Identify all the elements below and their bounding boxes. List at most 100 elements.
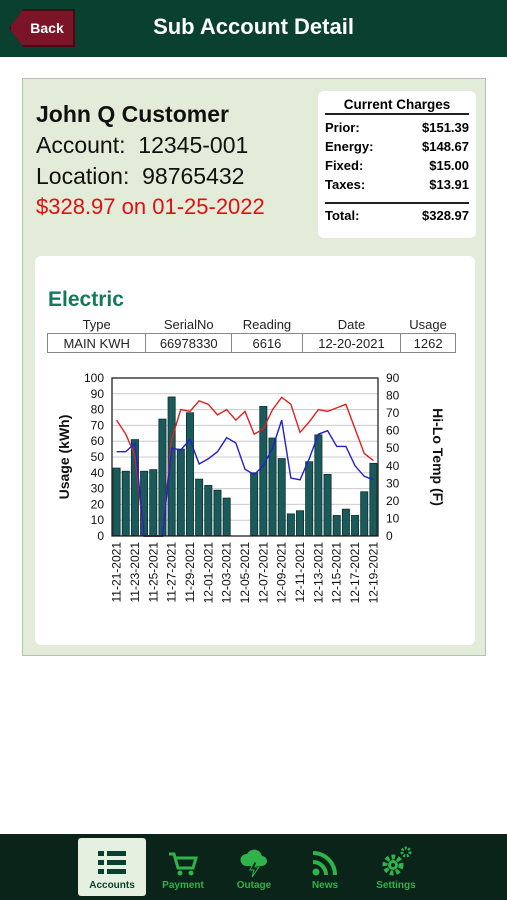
- rss-icon: [312, 851, 337, 876]
- x-tick-label: 11-25-2021: [146, 542, 160, 603]
- y-tick-label: 70: [91, 418, 105, 432]
- account-label: Account:: [36, 132, 126, 158]
- amount-due: $328.97 on 01-25-2022: [36, 194, 265, 219]
- x-tick-label: 11-29-2021: [183, 542, 197, 603]
- usage-bar: [259, 406, 268, 537]
- y2-tick-label: 20: [386, 494, 400, 508]
- usage-bar: [286, 513, 295, 537]
- usage-bar: [341, 508, 350, 537]
- table-row[interactable]: MAIN KWH 66978330 6616 12-20-2021 1262: [46, 333, 456, 353]
- usage-bar: [185, 412, 194, 537]
- list-icon: [98, 851, 126, 874]
- top-bar: Back Sub Account Detail: [0, 0, 507, 57]
- bottom-nav: Accounts Payment Outage News Settings: [0, 834, 507, 900]
- nav-payment[interactable]: Payment: [149, 838, 217, 896]
- charge-label: Prior:: [325, 120, 360, 135]
- cart-icon: [169, 852, 199, 876]
- col-header: Date: [337, 317, 366, 332]
- total-label: Total:: [325, 208, 360, 223]
- usage-bar: [369, 462, 378, 537]
- charge-row: Fixed: $15.00: [325, 156, 469, 175]
- x-tick-label: 12-01-2021: [201, 542, 215, 604]
- x-tick-label: 11-27-2021: [165, 542, 179, 603]
- usage-bar: [176, 448, 185, 537]
- x-tick-label: 12-19-2021: [366, 542, 380, 604]
- location-line: Location: 98765432: [36, 163, 265, 190]
- electric-title: Electric: [48, 288, 124, 311]
- cell: 6616: [231, 333, 303, 353]
- x-tick-label: 11-23-2021: [128, 542, 142, 603]
- x-tick-label: 12-15-2021: [330, 542, 344, 604]
- usage-bar: [351, 515, 360, 537]
- charges-title: Current Charges: [325, 97, 469, 115]
- y-tick-label: 50: [91, 450, 105, 464]
- charge-total-row: Total: $328.97: [325, 202, 469, 223]
- usage-bar: [149, 469, 158, 537]
- y2-tick-label: 10: [386, 511, 400, 525]
- charge-value: $15.00: [429, 158, 469, 173]
- usage-bar: [222, 497, 231, 537]
- gear-icon: [382, 846, 412, 876]
- account-line: Account: 12345-001: [36, 132, 265, 159]
- location-label: Location:: [36, 163, 130, 189]
- charge-label: Fixed:: [325, 158, 364, 173]
- storm-icon: [240, 849, 267, 878]
- y2-tick-label: 40: [386, 459, 400, 473]
- y2-tick-label: 30: [386, 476, 400, 490]
- y2-tick-label: 70: [386, 406, 400, 420]
- y-tick-label: 90: [91, 387, 105, 401]
- cell: 1262: [400, 333, 456, 353]
- usage-chart: 0102030405060708090100010203040506070809…: [56, 371, 446, 604]
- current-charges-panel: Current Charges Prior: $151.39 Energy: $14…: [318, 91, 476, 238]
- y-tick-label: 20: [91, 497, 105, 511]
- meter-table: Type SerialNo Reading Date Usage MAIN KW…: [46, 317, 456, 353]
- nav-news[interactable]: News: [291, 838, 359, 896]
- usage-bar: [360, 491, 369, 537]
- charge-value: $151.39: [422, 120, 469, 135]
- y-tick-label: 10: [91, 513, 105, 527]
- usage-bar: [277, 458, 286, 537]
- plot-frame: [111, 377, 379, 537]
- total-value: $328.97: [422, 208, 469, 223]
- charge-row: Energy: $148.67: [325, 137, 469, 156]
- y-tick-label: 80: [91, 403, 105, 417]
- nav-label: Accounts: [89, 880, 135, 891]
- nav-accounts[interactable]: Accounts: [78, 838, 146, 896]
- y-tick-label: 60: [91, 434, 105, 448]
- cell: 66978330: [145, 333, 233, 353]
- x-tick-label: 11-21-2021: [110, 542, 124, 603]
- usage-bar: [323, 473, 332, 537]
- back-label: Back: [30, 20, 64, 36]
- charge-row: Taxes: $13.91: [325, 175, 469, 194]
- x-tick-label: 12-07-2021: [256, 542, 270, 604]
- y-tick-label: 100: [84, 371, 104, 385]
- nav-outage[interactable]: Outage: [220, 838, 288, 896]
- usage-bar: [121, 470, 130, 537]
- col-header: Type: [82, 317, 111, 332]
- nav-label: Outage: [236, 880, 272, 891]
- x-tick-label: 12-17-2021: [348, 542, 362, 604]
- x-tick-label: 12-13-2021: [311, 542, 325, 604]
- x-tick-label: 12-11-2021: [293, 542, 307, 603]
- y-tick-label: 40: [91, 466, 105, 480]
- cell: 12-20-2021: [301, 333, 402, 353]
- y2-tick-label: 50: [386, 441, 400, 455]
- account-number: 12345-001: [138, 132, 249, 158]
- customer-name: John Q Customer: [36, 101, 229, 127]
- usage-bar: [112, 467, 121, 537]
- sub-account-card: John Q Customer Account: 12345-001 Locat…: [22, 78, 486, 656]
- nav-label: Payment: [162, 880, 204, 891]
- usage-bar: [314, 434, 323, 537]
- charge-value: $13.91: [429, 177, 469, 192]
- back-button[interactable]: Back: [9, 9, 75, 47]
- x-tick-label: 12-03-2021: [220, 542, 234, 604]
- charge-label: Energy:: [325, 139, 374, 154]
- electric-panel: Electric Type SerialNo Reading Date Usag…: [35, 256, 475, 645]
- charge-label: Taxes:: [325, 177, 366, 192]
- nav-settings[interactable]: Settings: [362, 838, 430, 896]
- usage-bar: [213, 489, 222, 537]
- usage-bar: [204, 485, 213, 537]
- charge-row: Prior: $151.39: [325, 118, 469, 137]
- page-title: Sub Account Detail: [153, 14, 354, 39]
- col-header: Usage: [409, 317, 447, 332]
